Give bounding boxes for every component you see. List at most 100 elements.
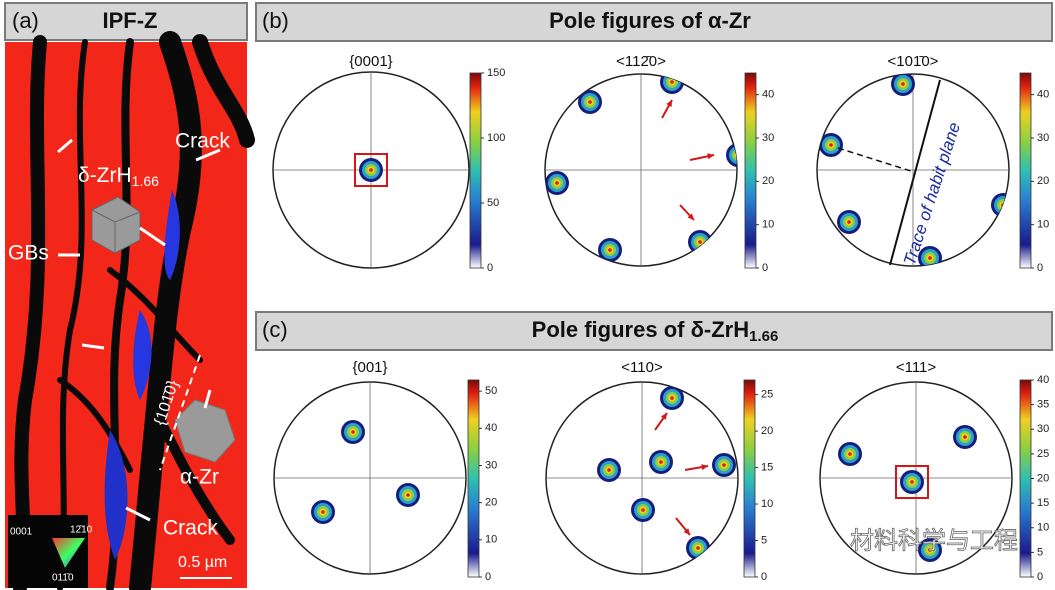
pole-spot xyxy=(659,460,663,464)
panel-label: (c) xyxy=(262,317,288,342)
pole-spot xyxy=(670,396,674,400)
pole-spot xyxy=(406,493,410,497)
colorbar-tick-label: 10 xyxy=(761,498,773,510)
colorbar-tick-label: 30 xyxy=(1037,132,1049,144)
colorbar-tick-label: 15 xyxy=(761,461,773,473)
colorbar xyxy=(467,379,480,578)
annotation: α-Zr xyxy=(180,466,219,489)
pole-spot xyxy=(732,149,737,161)
pole-spot xyxy=(847,220,851,224)
colorbar-tick-label: 10 xyxy=(1037,219,1049,231)
dashed-normal xyxy=(837,147,915,173)
colorbar-tick-label: 35 xyxy=(1037,399,1049,411)
ipf-legend xyxy=(52,538,85,568)
pole-spot xyxy=(351,430,355,434)
blue-region xyxy=(133,310,152,400)
pole-spot xyxy=(670,80,674,84)
panel-title: Pole figures of α-Zr xyxy=(549,8,751,33)
arrow-head xyxy=(701,464,708,471)
cube-icon xyxy=(91,196,141,254)
scale-label: 0.5 µm xyxy=(178,554,227,571)
pole-spot xyxy=(848,452,852,456)
annotation: GBs xyxy=(8,242,49,265)
colorbar-tick-label: 25 xyxy=(761,388,773,400)
colorbar-tick-label: 30 xyxy=(762,132,774,144)
pole-spot xyxy=(829,143,833,147)
panel-title: IPF-Z xyxy=(103,8,158,33)
pole-spot xyxy=(321,510,325,514)
plot-title: <101̄0> xyxy=(888,53,939,70)
colorbar-tick-label: 40 xyxy=(1037,374,1049,386)
panel-a: (a) IPF-Z 0001 12̄10 011̄0 Crack δ-Z xyxy=(4,2,255,590)
colorbar xyxy=(1019,72,1032,269)
colorbar-tick-label: 20 xyxy=(761,425,773,437)
pole-spot xyxy=(928,256,932,260)
pole-spot xyxy=(696,546,700,550)
highlight-box xyxy=(354,153,388,187)
hex-icon xyxy=(174,399,236,463)
plot-title: <110> xyxy=(621,359,663,376)
pole-spot xyxy=(608,248,612,252)
pole-spot xyxy=(963,435,967,439)
panel-label: (a) xyxy=(12,8,39,33)
panel-title: Pole figures of δ-ZrH1.66 xyxy=(532,317,779,345)
blue-region xyxy=(104,430,128,560)
colorbar-tick-label: 5 xyxy=(1037,546,1043,558)
pole-spot xyxy=(607,468,611,472)
plot-title: {0001} xyxy=(349,53,392,70)
pole-spot xyxy=(928,548,932,552)
legend-label: 12̄10 xyxy=(70,525,93,536)
annotation-text: δ-ZrH xyxy=(78,164,132,187)
annotation-sub: 1.66 xyxy=(132,173,159,189)
pole-spot xyxy=(641,508,645,512)
annotation: Crack xyxy=(175,130,230,153)
pole-figures: {0001}050100150<112̄0>010203040<101̄0>01… xyxy=(272,53,1049,583)
highlight-box xyxy=(895,465,929,499)
panel-header xyxy=(4,2,248,41)
colorbar-tick-label: 10 xyxy=(485,534,497,546)
title-sub: 1.66 xyxy=(749,328,778,345)
pole-spot xyxy=(555,181,559,185)
colorbar xyxy=(1019,379,1032,578)
spots xyxy=(597,386,736,560)
colorbar-tick-label: 0 xyxy=(1037,571,1043,583)
legend-label: 0001 xyxy=(10,527,33,538)
arrow-head xyxy=(707,153,714,160)
colorbar-tick-label: 0 xyxy=(761,571,767,583)
colorbar-tick-label: 40 xyxy=(762,89,774,101)
colorbar-tick-label: 20 xyxy=(485,497,497,509)
colorbar-tick-label: 0 xyxy=(485,571,491,583)
panel-label: (b) xyxy=(262,8,289,33)
colorbar-tick-label: 0 xyxy=(487,262,493,274)
arrow-head xyxy=(666,100,672,107)
plot-title: <112̄0> xyxy=(616,53,666,70)
colorbar-tick-label: 40 xyxy=(485,422,497,434)
colorbar-tick-label: 25 xyxy=(1037,448,1049,460)
colorbar-tick-label: 30 xyxy=(485,459,497,471)
colorbar xyxy=(744,72,757,269)
watermark: 材料科学与工程 xyxy=(850,527,1018,554)
colorbar-tick-label: 0 xyxy=(1037,262,1043,274)
pole-spot xyxy=(588,100,592,104)
blue-region xyxy=(164,190,180,280)
arrow-head xyxy=(683,528,690,535)
title-text: Pole figures of δ-ZrH xyxy=(532,317,749,342)
colorbar-tick-label: 0 xyxy=(762,262,768,274)
pole-spot xyxy=(722,463,726,467)
cube-edges xyxy=(91,209,141,253)
pole-spot xyxy=(910,480,914,484)
colorbar-tick-label: 150 xyxy=(487,67,505,79)
colorbar-tick-label: 5 xyxy=(761,534,767,546)
spots xyxy=(311,420,420,524)
colorbar-tick-label: 30 xyxy=(1037,423,1049,435)
spots xyxy=(838,425,977,562)
colorbar-tick-label: 20 xyxy=(1037,175,1049,187)
colorbar xyxy=(743,379,756,578)
legend-label: 011̄0 xyxy=(52,573,74,584)
pole-spot xyxy=(901,82,905,86)
arrows xyxy=(57,138,221,522)
habit-trace xyxy=(889,79,941,266)
colorbar-tick-label: 15 xyxy=(1037,497,1049,509)
arrow-head xyxy=(660,413,667,420)
